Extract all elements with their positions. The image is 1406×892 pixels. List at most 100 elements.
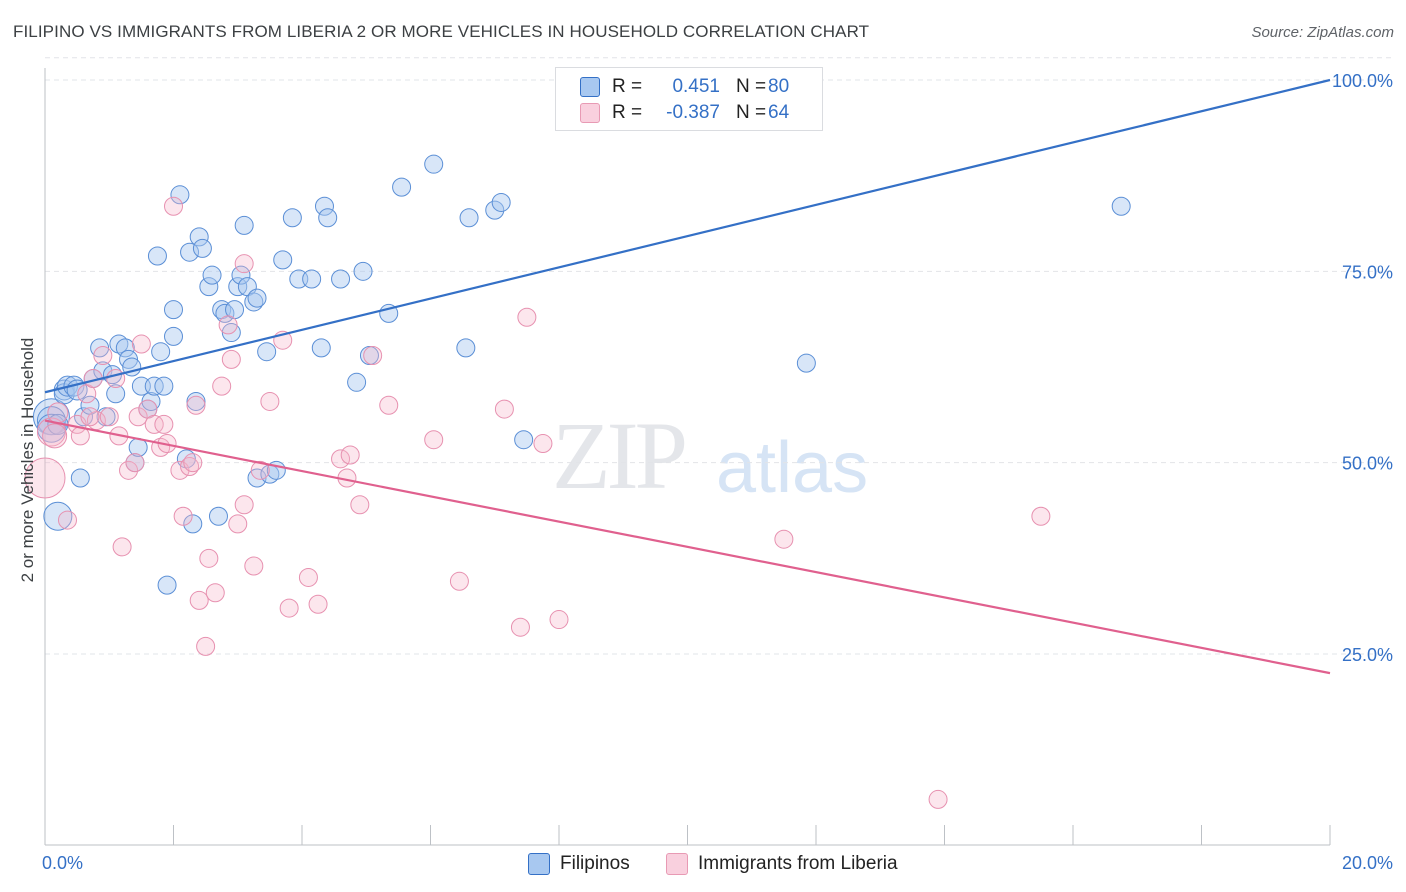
liberia-point bbox=[510, 617, 530, 637]
liberia-point bbox=[379, 395, 399, 415]
liberia-point bbox=[93, 346, 113, 366]
filipinos-point bbox=[234, 215, 254, 235]
liberia-point bbox=[260, 391, 280, 411]
filipinos-point bbox=[180, 242, 200, 262]
filipinos-point bbox=[119, 349, 139, 369]
filipinos-legend-swatch bbox=[528, 853, 550, 875]
liberia-point bbox=[298, 567, 318, 587]
filipinos-point bbox=[215, 303, 235, 323]
filipinos-point bbox=[247, 288, 267, 308]
filipinos-point bbox=[144, 376, 164, 396]
y-tick-label: 50.0% bbox=[1342, 454, 1393, 474]
filipinos-point bbox=[106, 384, 126, 404]
stats-row-filipinos: R = 0.451 N = 80 bbox=[580, 75, 789, 99]
source-label: Source: ZipAtlas.com bbox=[1251, 24, 1394, 41]
liberia-point bbox=[1031, 506, 1051, 526]
filipinos-point bbox=[183, 514, 203, 534]
liberia-point bbox=[164, 196, 183, 216]
filipinos-point bbox=[796, 353, 816, 373]
filipinos-point bbox=[257, 342, 277, 362]
liberia-point bbox=[186, 395, 206, 415]
liberia-point bbox=[228, 514, 248, 534]
liberia-trend-line bbox=[44, 419, 1331, 675]
r-value: 0.451 bbox=[672, 76, 720, 97]
liberia-point bbox=[205, 583, 225, 603]
filipinos-point bbox=[228, 277, 248, 297]
liberia-swatch bbox=[580, 103, 600, 123]
filipinos-point bbox=[347, 372, 367, 392]
filipinos-point bbox=[189, 227, 209, 247]
liberia-point bbox=[533, 434, 553, 454]
filipinos-trend-line bbox=[44, 78, 1331, 394]
liberia-point bbox=[183, 453, 203, 473]
filipinos-point bbox=[199, 277, 219, 297]
liberia-point bbox=[234, 495, 254, 515]
liberia-point bbox=[212, 376, 232, 396]
liberia-point bbox=[199, 548, 219, 568]
liberia-point bbox=[494, 399, 514, 419]
filipinos-point bbox=[202, 265, 222, 285]
filipinos-point bbox=[314, 196, 334, 216]
filipinos-point bbox=[157, 575, 177, 595]
legend-item-liberia[interactable]: Immigrants from Liberia bbox=[666, 851, 898, 877]
liberia-point bbox=[36, 417, 66, 447]
liberia-point bbox=[180, 456, 200, 476]
x-tick-label-max: 20.0% bbox=[1342, 853, 1393, 873]
liberia-point bbox=[221, 349, 241, 369]
filipinos-point bbox=[192, 238, 212, 258]
legend-label-filipinos: Filipinos bbox=[560, 853, 630, 874]
liberia-point bbox=[125, 453, 145, 473]
filipinos-point bbox=[353, 261, 373, 281]
liberia-point bbox=[363, 346, 383, 366]
liberia-point bbox=[24, 457, 66, 499]
legend-label-liberia: Immigrants from Liberia bbox=[698, 853, 898, 874]
r-label: R = bbox=[612, 76, 643, 97]
liberia-point bbox=[173, 506, 193, 526]
filipinos-point bbox=[311, 338, 331, 358]
watermark-atlas: atlas bbox=[716, 428, 869, 508]
liberia-point bbox=[57, 510, 77, 530]
liberia-point bbox=[189, 590, 209, 610]
filipinos-point bbox=[208, 506, 228, 526]
liberia-point bbox=[308, 594, 328, 614]
liberia-point bbox=[774, 529, 794, 549]
n-value: 80 bbox=[768, 76, 790, 97]
n-value: 64 bbox=[768, 102, 790, 123]
filipinos-point bbox=[164, 326, 183, 346]
filipinos-point bbox=[459, 208, 479, 228]
filipinos-point bbox=[221, 323, 241, 343]
stats-legend: R = 0.451 N = 80 R = -0.387 N = 64 bbox=[555, 67, 823, 131]
filipinos-point bbox=[424, 154, 444, 174]
stats-row-liberia: R = -0.387 N = 64 bbox=[580, 101, 789, 125]
filipinos-point bbox=[70, 468, 90, 488]
liberia-point bbox=[549, 610, 569, 630]
filipinos-point bbox=[154, 376, 174, 396]
y-tick-label: 100.0% bbox=[1332, 71, 1393, 91]
liberia-point bbox=[517, 307, 537, 327]
liberia-point bbox=[119, 460, 139, 480]
liberia-point bbox=[424, 430, 444, 450]
liberia-point bbox=[449, 571, 469, 591]
filipinos-swatch bbox=[580, 77, 600, 97]
legend-item-filipinos[interactable]: Filipinos bbox=[528, 851, 630, 877]
filipinos-point bbox=[318, 208, 338, 228]
liberia-point bbox=[144, 414, 164, 434]
liberia-point bbox=[350, 495, 370, 515]
filipinos-point bbox=[43, 501, 73, 531]
liberia-point bbox=[250, 460, 270, 480]
n-label: N = bbox=[736, 102, 767, 123]
filipinos-point bbox=[331, 269, 351, 289]
filipinos-point bbox=[302, 269, 322, 289]
watermark-zip: ZIP bbox=[552, 402, 688, 509]
chart-title: FILIPINO VS IMMIGRANTS FROM LIBERIA 2 OR… bbox=[13, 22, 870, 41]
x-tick-label-min: 0.0% bbox=[42, 853, 83, 873]
liberia-point bbox=[42, 423, 68, 449]
liberia-legend-swatch bbox=[666, 853, 688, 875]
liberia-point bbox=[128, 407, 148, 427]
liberia-point bbox=[131, 334, 151, 354]
liberia-point bbox=[928, 789, 948, 809]
liberia-point bbox=[234, 254, 254, 274]
liberia-point bbox=[340, 445, 360, 465]
filipinos-point bbox=[170, 185, 190, 205]
y-axis-label: 2 or more Vehicles in Household bbox=[18, 337, 37, 583]
